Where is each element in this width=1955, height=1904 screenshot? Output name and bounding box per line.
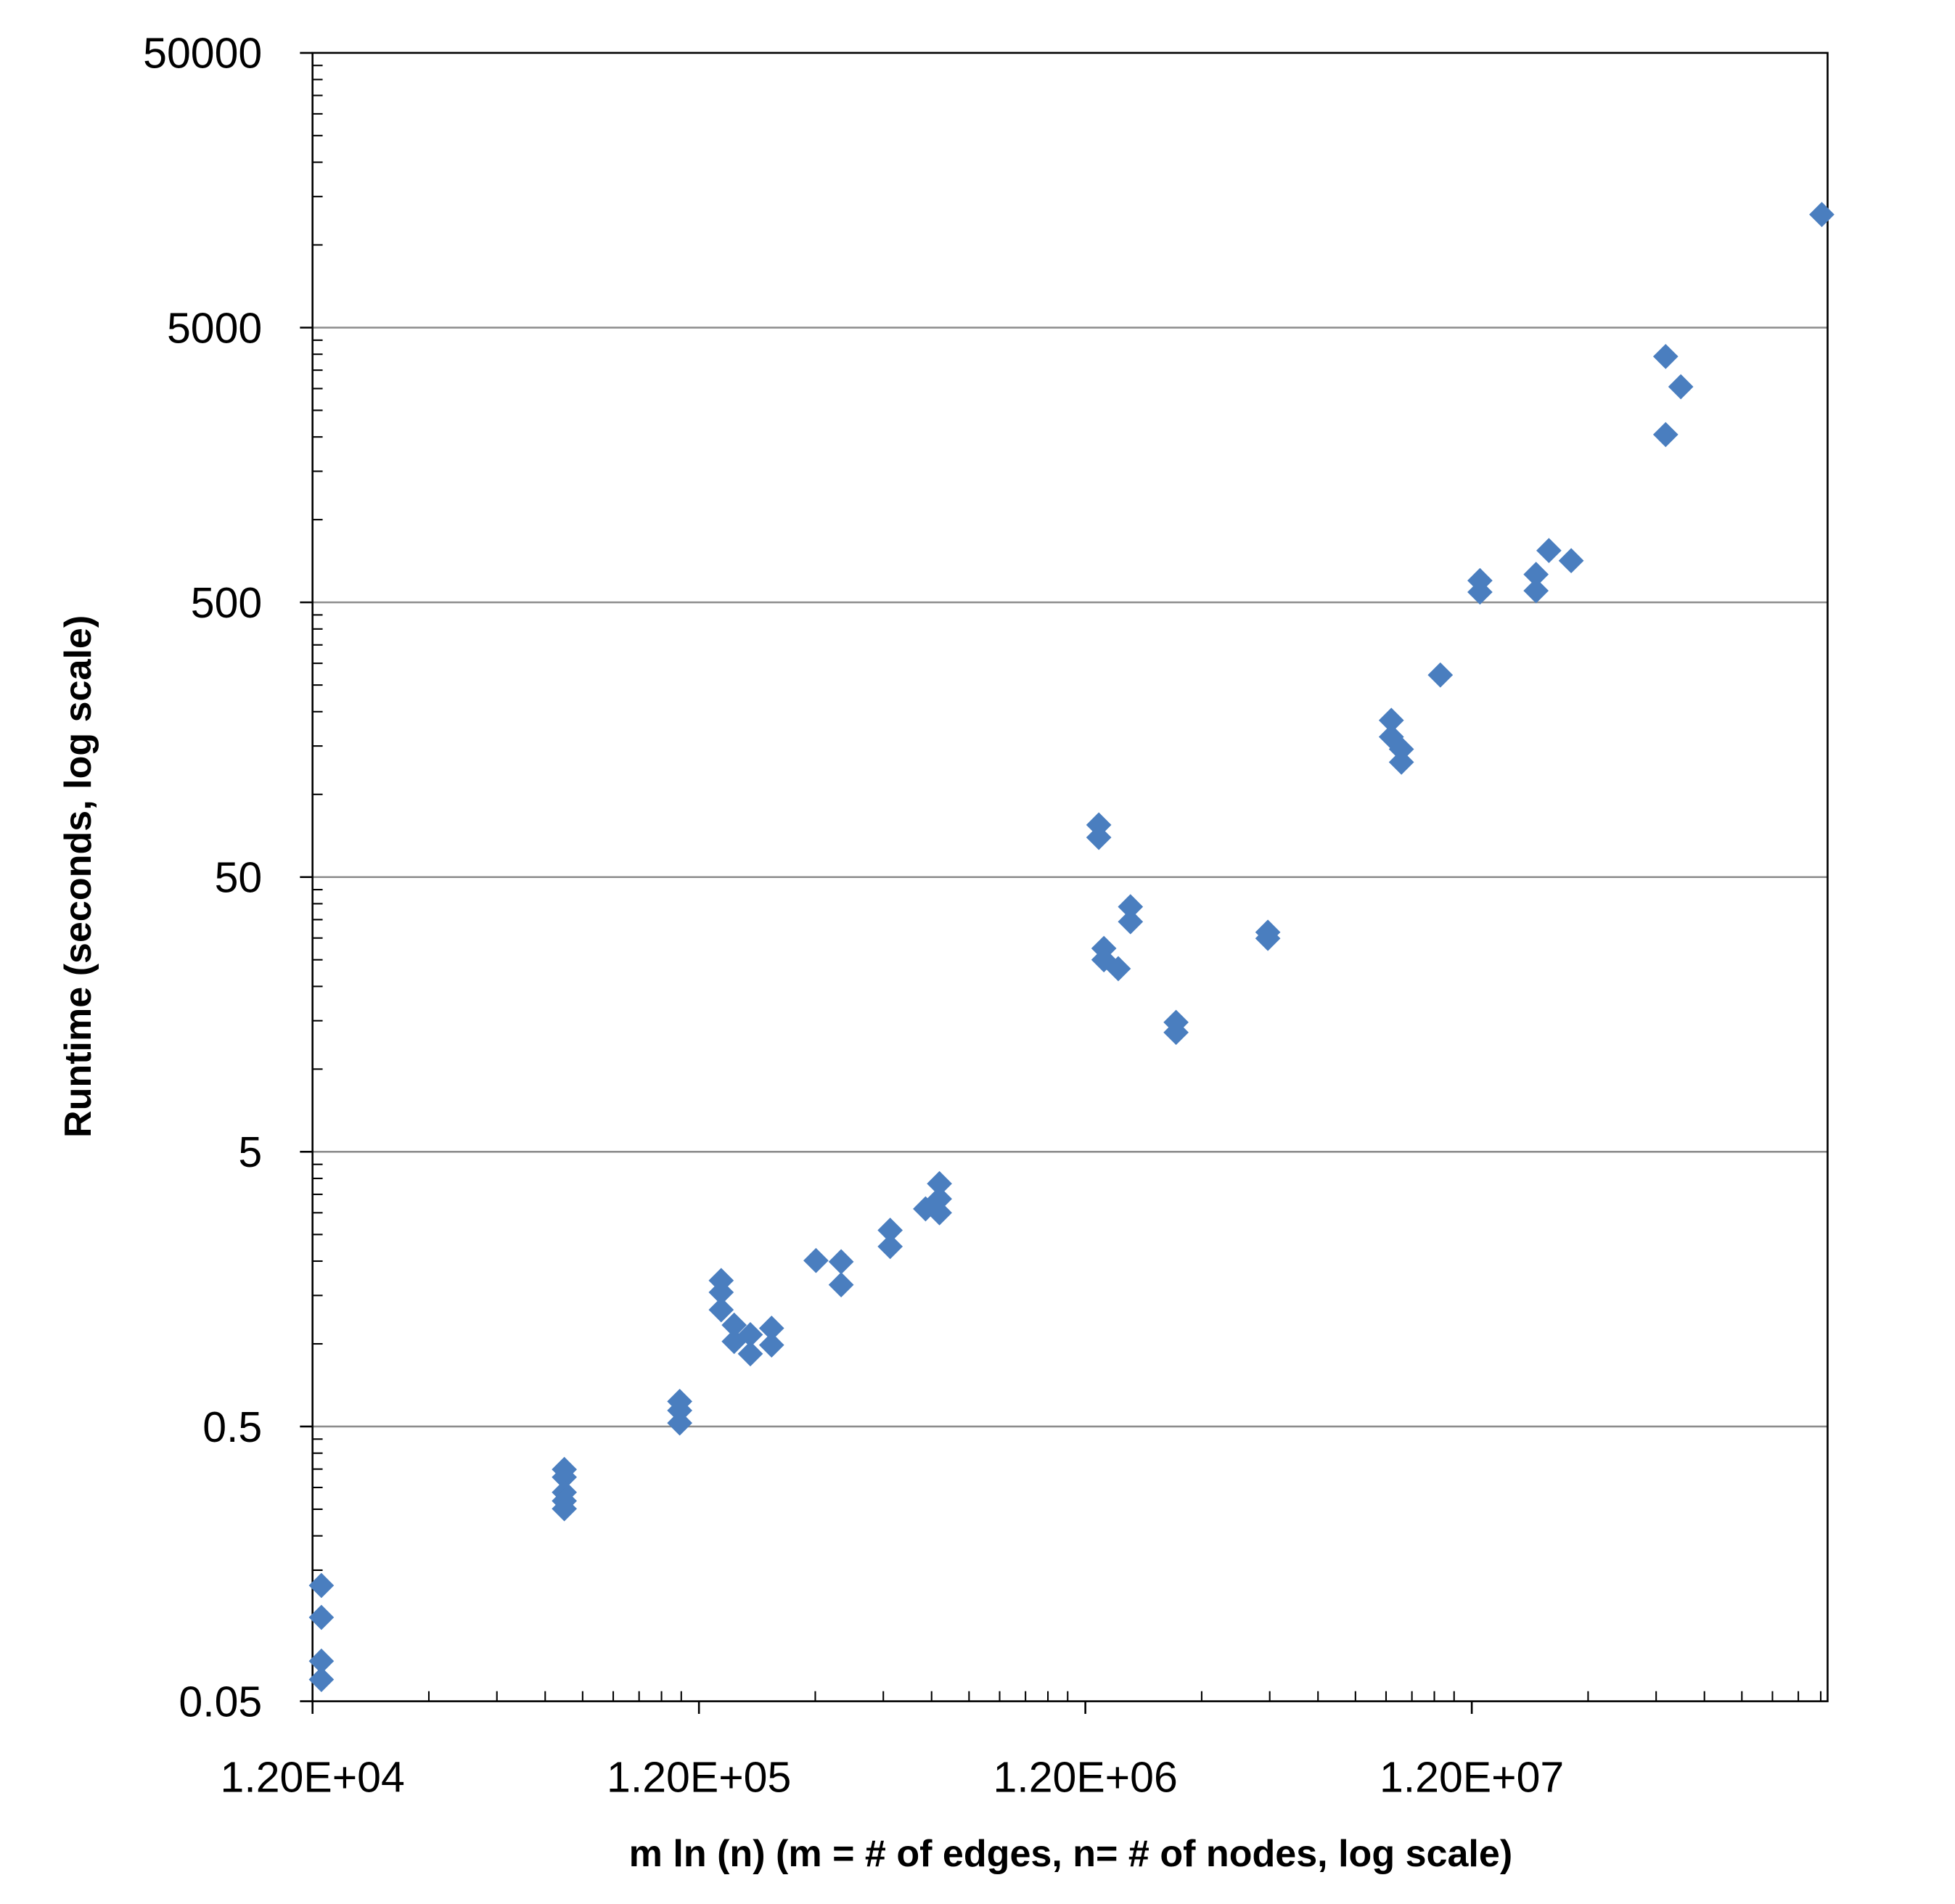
point <box>1255 925 1281 951</box>
point <box>1809 202 1835 228</box>
point <box>1536 538 1562 564</box>
plot-frame <box>311 52 1829 1702</box>
point <box>1118 894 1144 919</box>
point <box>1105 956 1131 982</box>
x-tick-label: 1.20E+04 <box>221 1754 405 1802</box>
point <box>1427 662 1454 688</box>
point <box>1163 1019 1189 1046</box>
y-tick-label: 0.5 <box>202 1403 262 1451</box>
point <box>721 1312 747 1338</box>
y-tick-label: 500 <box>191 579 262 627</box>
point <box>737 1321 763 1347</box>
point <box>927 1186 952 1212</box>
point <box>1467 579 1493 605</box>
point <box>828 1272 854 1298</box>
x-axis-label: m ln (n) (m = # of edges, n= # of nodes,… <box>629 1833 1513 1875</box>
point <box>1388 750 1414 775</box>
point <box>667 1410 692 1436</box>
point <box>803 1247 829 1273</box>
point <box>1558 548 1584 574</box>
y-tick-label: 5 <box>238 1128 262 1176</box>
point <box>1388 736 1414 762</box>
point <box>1118 908 1144 935</box>
point <box>1652 343 1679 369</box>
point <box>1523 578 1549 604</box>
x-tick-label: 1.20E+06 <box>993 1754 1178 1802</box>
y-tick-label: 0.05 <box>179 1678 262 1726</box>
point <box>1668 374 1694 400</box>
point <box>758 1316 784 1341</box>
y-tick-label: 50 <box>215 854 263 902</box>
point <box>1378 707 1404 734</box>
point <box>877 1234 903 1260</box>
point <box>737 1341 763 1367</box>
point <box>1652 422 1679 448</box>
y-tick-label: 5000 <box>167 304 262 352</box>
y-axis-label: Runtime (seconds, log scale) <box>57 615 99 1138</box>
point <box>708 1279 734 1305</box>
x-tick-label: 1.20E+05 <box>607 1754 791 1802</box>
point <box>708 1297 734 1323</box>
point <box>927 1199 952 1226</box>
point <box>758 1332 784 1358</box>
x-tick-label: 1.20E+07 <box>1380 1754 1564 1802</box>
point <box>828 1249 854 1275</box>
y-tick-label: 50000 <box>143 30 262 78</box>
